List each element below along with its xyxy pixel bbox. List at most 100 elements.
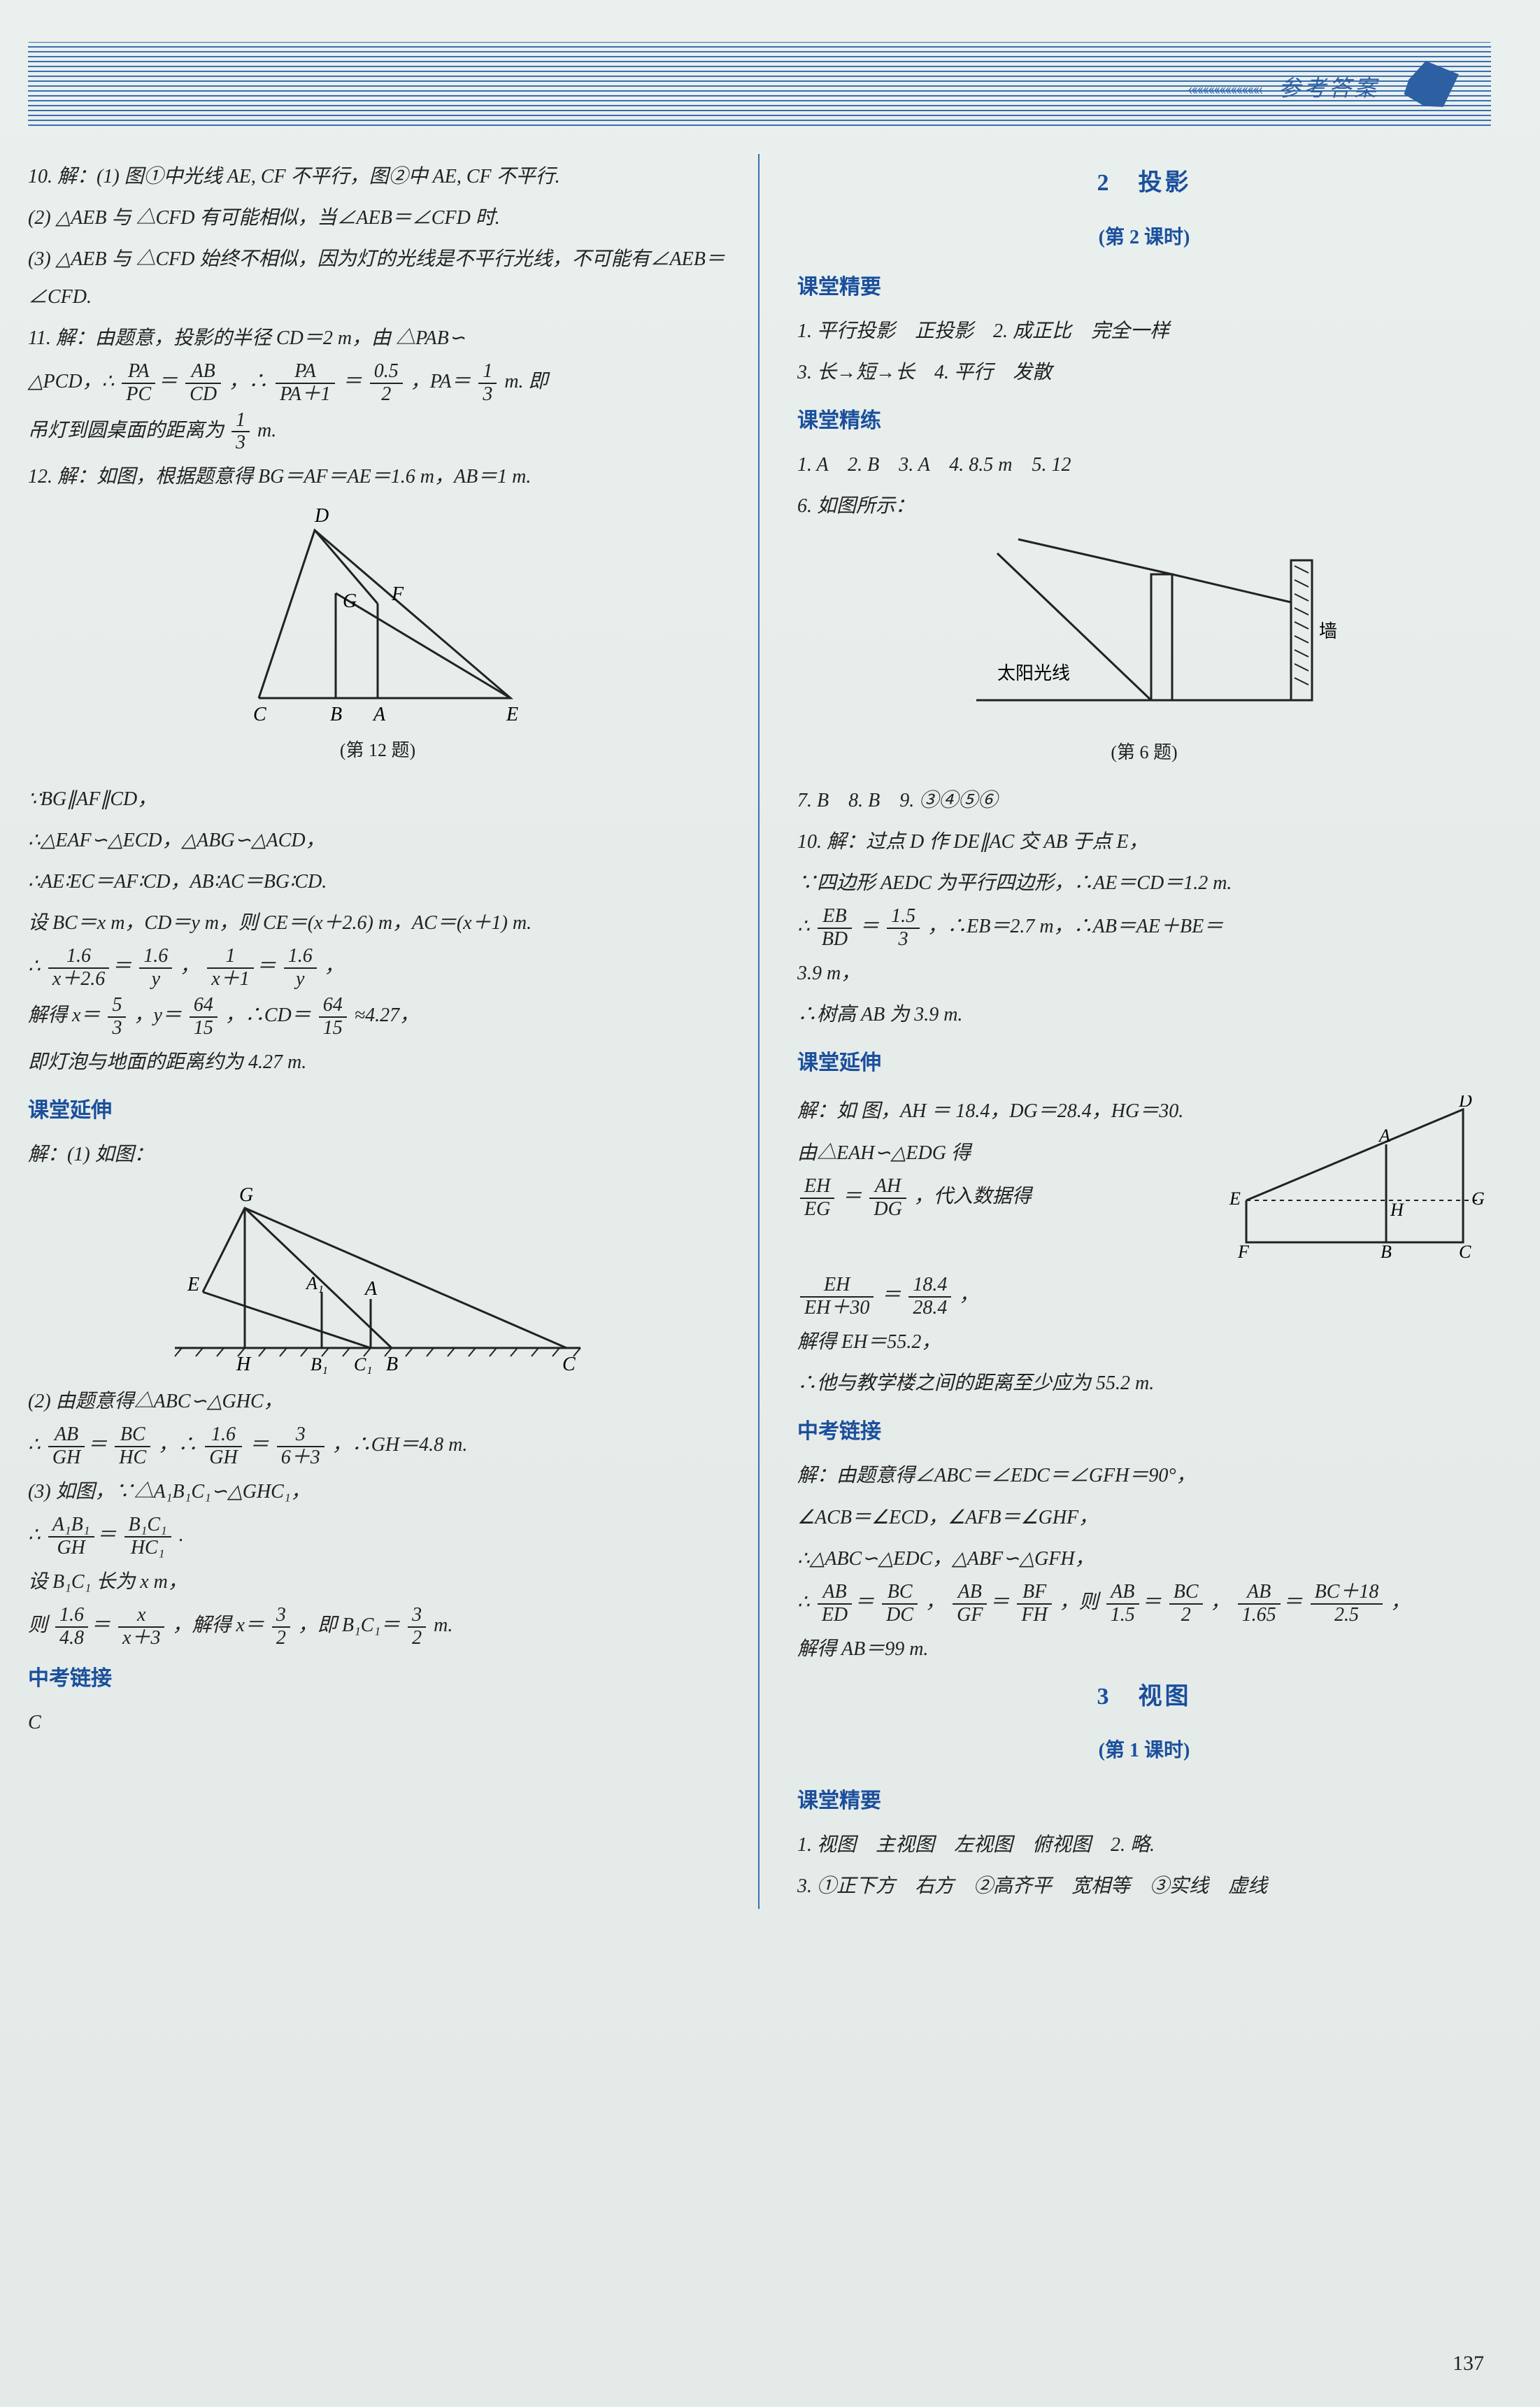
section-3-title: 3 视图 [797,1675,1491,1720]
num: 1.6 [48,946,109,969]
jl-2: 6. 如图所示： [797,488,1491,525]
num: PA [276,361,335,384]
den: 28.4 [908,1298,951,1319]
right-column: 2 投影 (第 2 课时) 课堂精要 1. 平行投影 正投影 2. 成正比 完全… [760,154,1491,1909]
zk-3: ∴△ABC∽△EDC，△ABF∽△GFH， [797,1540,1491,1577]
num: AB [48,1424,85,1447]
section-jinglian: 课堂精练 [797,401,1491,441]
zk-1: 解：由题意得∠ABC＝∠EDC＝∠GFH＝90°， [797,1457,1491,1494]
page-number: 137 [1453,2343,1484,2383]
den: 2 [1169,1605,1203,1626]
num: AB [185,361,221,384]
ext-2: (2) 由题意得△ABC∽△GHC， [28,1383,727,1420]
num: BF [1017,1582,1051,1605]
left-column: 10. 解：(1) 图①中光线 AE, CF 不平行，图②中 AE, CF 不平… [28,154,760,1909]
den: 15 [190,1018,218,1039]
text: △PCD，∴ [28,371,114,392]
text: 则 [28,1614,48,1636]
svg-text:F: F [1237,1242,1250,1262]
text: ， [180,956,199,978]
num: AB [1238,1582,1281,1605]
q10-c: (3) △AEB 与 △CFD 始终不相似，因为灯的光线是不平行光线，不可能有∠… [28,241,727,315]
svg-text:G: G [239,1184,253,1206]
den: FH [1017,1605,1051,1626]
ext-5: ∴ A₁B₁GH＝ B₁C₁HC₁ . [28,1514,727,1559]
jl-1: 1. A 2. B 3. A 4. 8.5 m 5. 12 [797,446,1491,483]
den: 2.5 [1311,1605,1383,1626]
num: BC [1169,1582,1203,1605]
section-2-sub: (第 2 课时) [797,219,1491,256]
ys-6: ∴他与教学楼之间的距离至少应为 55.2 m. [797,1365,1491,1402]
q10-a: 10. 解：(1) 图①中光线 AE, CF 不平行，图②中 AE, CF 不平… [28,158,727,195]
text: ，y＝ [134,1004,181,1026]
svg-text:B₁: B₁ [311,1354,328,1375]
section-zhongkao-right: 中考链接 [797,1412,1491,1451]
figure-6: 太阳光线 墙 [948,532,1340,728]
den: x＋3 [118,1628,164,1649]
num: PA [122,361,155,384]
svg-text:E: E [506,704,518,725]
den: PA＋1 [276,384,335,406]
den: DG [869,1199,906,1221]
svg-text:H: H [236,1354,252,1375]
ext-1: 解：(1) 如图： [28,1136,727,1173]
den: y [139,969,172,991]
den: 2 [370,384,403,406]
num: EH [800,1176,834,1199]
svg-text:墙: 墙 [1319,621,1337,641]
ext-4: (3) 如图，∵△A₁B₁C₁∽△GHC₁， [28,1473,727,1510]
den: 2 [408,1628,426,1649]
num: 1.5 [887,906,920,929]
svg-text:G: G [343,590,357,612]
den: 3 [108,1018,126,1039]
num: B₁C₁ [124,1514,171,1538]
num: 18.4 [908,1274,951,1298]
svg-text:B: B [1381,1242,1392,1262]
den: 2 [272,1628,290,1649]
svg-text:D: D [314,505,329,527]
num: 0.5 [370,361,403,384]
den: DC [882,1605,918,1626]
num: AH [869,1176,906,1199]
section-extension: 课堂延伸 [28,1091,727,1130]
text: ＝ [250,1434,269,1456]
num: BC＋18 [1311,1582,1383,1605]
zk-2: ∠ACB＝∠ECD，∠AFB＝∠GHF， [797,1499,1491,1536]
q12-f: ∴ 1.6x＋2.6＝ 1.6y ， 1x＋1＝ 1.6y ， [28,946,727,991]
svg-text:F: F [391,583,404,605]
den: 4.8 [55,1628,88,1649]
chevron-icon: ««««««««««««« [1188,74,1260,106]
ext-row: 解：如 图，AH ＝ 18.4，DG＝28.4，HG＝30. 由△EAH∽△ED… [797,1088,1491,1270]
text: ，∴ [158,1434,197,1456]
svg-text:G: G [1471,1188,1485,1209]
den: x＋1 [207,969,253,991]
den: 1.5 [1106,1605,1139,1626]
text: ＝ [343,371,362,392]
zk-5: 解得 AB＝99 m. [797,1631,1491,1668]
text: ， [925,1591,945,1613]
svg-text:A₁: A₁ [305,1273,324,1293]
figure-12: D G F C B A E [203,502,552,726]
num: AB [818,1582,852,1605]
text: m. 即 [504,371,548,392]
jy-1: 1. 平行投影 正投影 2. 成正比 完全一样 [797,313,1491,350]
text: ∴ [797,916,810,938]
ys-1: 解：如 图，AH ＝ 18.4，DG＝28.4，HG＝30. [797,1093,1209,1130]
q12-a: 12. 解：如图，根据题意得 BG＝AF＝AE＝1.6 m，AB＝1 m. [28,458,727,495]
num: EB [818,906,852,929]
ys-3: EHEG ＝ AHDG ，代入数据得 [797,1176,1209,1221]
zk-c: C [28,1704,727,1741]
den: 6＋3 [277,1447,325,1469]
figure-right: D A E H G F B C [1225,1095,1491,1263]
q10-b: (2) △AEB 与 △CFD 有可能相似，当∠AEB＝∠CFD 时. [28,199,727,236]
q12-d: ∴AE∶EC＝AF∶CD，AB∶AC＝BG∶CD. [28,863,727,900]
header-label: 参考答案 [1278,67,1379,110]
num: BC [115,1424,150,1447]
zk-4: ∴ ABED＝ BCDC ， ABGF＝ BFFH ，则 AB1.5＝ BC2 … [797,1582,1491,1626]
den: y [284,969,317,991]
section-zhongkao-left: 中考链接 [28,1659,727,1698]
q12-h: 即灯泡与地面的距离约为 4.27 m. [28,1044,727,1081]
den: x＋2.6 [48,969,109,991]
text: ，代入数据得 [914,1186,1032,1207]
den: EG [800,1199,834,1221]
